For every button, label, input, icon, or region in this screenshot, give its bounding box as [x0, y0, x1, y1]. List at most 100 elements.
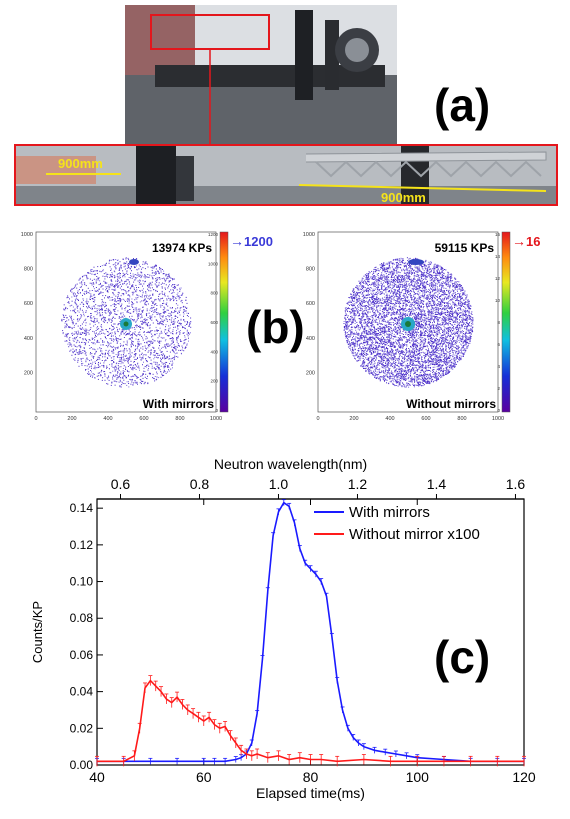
- detector-hit: [74, 285, 76, 287]
- detector-hit: [166, 343, 168, 344]
- detector-hit: [126, 261, 128, 263]
- detector-hit: [393, 276, 395, 278]
- detector-hit: [131, 368, 133, 370]
- detector-hit: [446, 331, 447, 333]
- detector-hit: [76, 306, 78, 308]
- detector-hit: [387, 336, 388, 338]
- detector-hit: [131, 336, 133, 338]
- detector-hit: [158, 377, 160, 379]
- detector-hit: [130, 364, 132, 366]
- detector-hit: [82, 332, 84, 334]
- detector-hit: [120, 332, 122, 334]
- detector-hit: [432, 298, 433, 300]
- detector-hit: [126, 384, 128, 386]
- detector-hit: [85, 322, 87, 324]
- detector-hit: [411, 368, 413, 369]
- detector-hit: [453, 301, 455, 303]
- detector-hit: [129, 358, 131, 360]
- detector-hit: [104, 375, 106, 377]
- detector-hit: [447, 290, 449, 292]
- detector-hit: [159, 342, 161, 344]
- detector-hit: [145, 300, 147, 302]
- detector-hit: [88, 373, 90, 375]
- detector-hit: [134, 307, 136, 309]
- detector-hit: [102, 288, 104, 290]
- detector-hit: [171, 357, 173, 359]
- detector-hit: [357, 292, 359, 294]
- detector-hit: [94, 296, 96, 298]
- detector-hit: [119, 359, 121, 361]
- detector-hit: [435, 342, 437, 344]
- detector-hit: [428, 273, 430, 274]
- detector-hit: [103, 319, 105, 321]
- detector-hit: [119, 267, 121, 269]
- detector-hit: [351, 305, 353, 306]
- detector-hit: [74, 345, 76, 347]
- detector-hit: [448, 284, 450, 286]
- detector-hit: [401, 333, 403, 335]
- detector-hit: [428, 272, 430, 273]
- detector-hit: [387, 338, 389, 340]
- detector-hit: [105, 295, 107, 297]
- detector-hit: [403, 344, 405, 346]
- detector-hit: [143, 383, 145, 385]
- detector-hit: [87, 373, 89, 375]
- detector-hit: [374, 355, 376, 356]
- detector-hit: [130, 312, 132, 314]
- detector-hit: [430, 330, 432, 332]
- detector-hit: [115, 267, 117, 268]
- detector-hit: [136, 382, 138, 384]
- detector-hit: [182, 292, 184, 294]
- detector-hit: [361, 350, 363, 352]
- detector-hit: [404, 296, 406, 298]
- detector-hit: [382, 266, 383, 267]
- detector-hit: [85, 330, 86, 332]
- detector-hit: [166, 350, 168, 352]
- detector-hit: [185, 338, 187, 340]
- detector-hit: [356, 287, 358, 289]
- detector-hit: [366, 332, 368, 334]
- detector-hit: [181, 345, 183, 347]
- detector-hit: [95, 330, 97, 331]
- detector-hit: [180, 323, 182, 324]
- detector-x-tick-label: 600: [139, 416, 148, 422]
- detector-hit: [152, 335, 154, 337]
- detector-hit: [390, 349, 392, 351]
- detector-hit: [425, 281, 427, 283]
- detector-hit: [465, 319, 467, 321]
- detector-hit: [152, 302, 154, 304]
- detector-hit: [173, 352, 175, 353]
- detector-hit: [468, 318, 470, 320]
- detector-hit: [405, 349, 407, 350]
- detector-hit: [458, 323, 460, 325]
- detector-hit: [393, 380, 395, 382]
- detector-hit: [417, 326, 419, 327]
- detector-hit: [112, 348, 114, 350]
- detector-hit: [112, 338, 114, 340]
- detector-hit: [156, 309, 157, 311]
- detector-hit: [400, 312, 402, 314]
- detector-hit: [145, 366, 147, 368]
- detector-hit: [144, 296, 146, 298]
- detector-hit: [155, 264, 157, 266]
- detector-hit: [168, 275, 170, 277]
- detector-hit: [363, 279, 365, 281]
- detector-hit: [438, 279, 440, 281]
- detector-hit: [66, 308, 68, 310]
- detector-hit: [438, 373, 440, 375]
- detector-hit: [438, 281, 440, 283]
- detector-hit: [124, 347, 125, 349]
- detector-hit: [117, 346, 119, 348]
- detector-hit: [449, 280, 451, 282]
- detector-hit: [97, 378, 99, 380]
- detector-hit: [439, 266, 441, 268]
- detector-hit: [148, 325, 150, 327]
- detector-hit: [378, 364, 380, 366]
- detector-hit: [90, 347, 92, 348]
- detector-hit: [117, 324, 119, 326]
- detector-hit: [113, 358, 115, 360]
- detector-hit: [114, 276, 116, 278]
- detector-hit: [385, 301, 387, 303]
- detector-hit: [83, 342, 85, 343]
- detector-hit: [95, 350, 97, 352]
